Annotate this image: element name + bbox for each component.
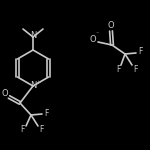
Text: F: F (138, 48, 142, 57)
Text: N: N (30, 32, 36, 40)
Text: O: O (2, 90, 8, 99)
Text: O: O (108, 21, 114, 30)
Text: F: F (39, 126, 43, 135)
Text: ⁻: ⁻ (95, 33, 99, 38)
Text: F: F (20, 126, 24, 135)
Text: F: F (116, 64, 120, 74)
Text: +: + (35, 80, 41, 84)
Text: N: N (30, 81, 37, 90)
Text: O: O (90, 36, 96, 45)
Text: F: F (44, 108, 48, 117)
Text: F: F (133, 64, 137, 74)
